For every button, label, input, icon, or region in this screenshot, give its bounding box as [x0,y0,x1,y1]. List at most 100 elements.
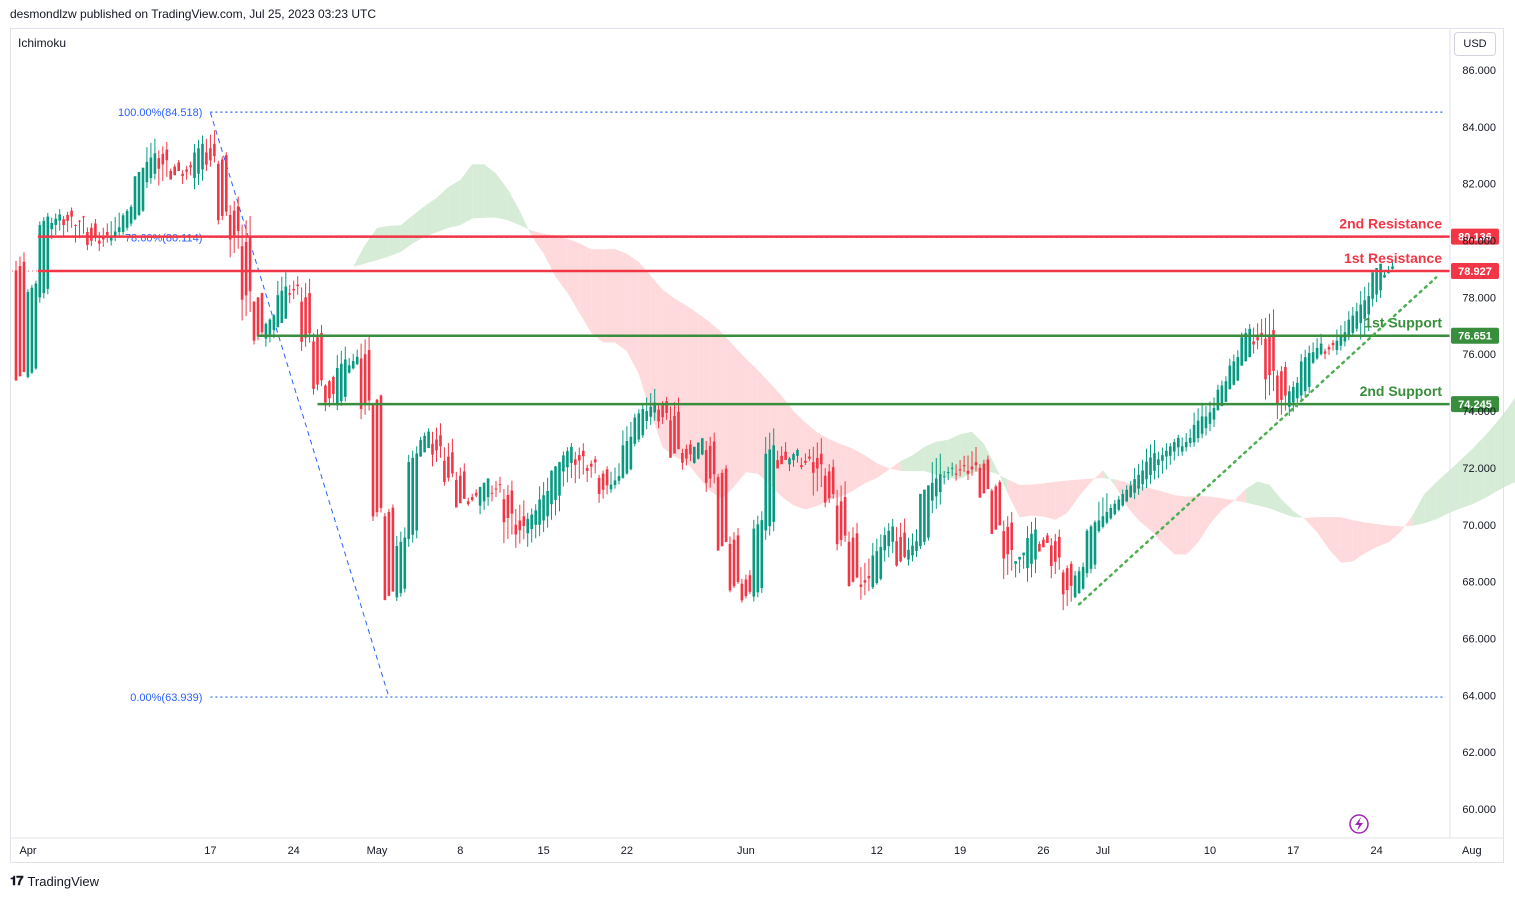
cloud-segment [757,370,770,485]
candle-body [633,417,637,444]
candle-body [351,361,355,369]
candle-body [153,153,157,174]
candle-body [332,376,335,395]
candle-body [94,223,97,237]
candle-body [221,159,224,216]
candle-body [839,501,843,540]
candle-body [859,584,863,587]
candle-body [181,173,184,176]
candle-body [1252,341,1255,345]
candle-body [387,511,391,596]
candle-body [994,486,998,530]
candle-body [534,510,537,525]
cloud-segment [924,441,937,475]
candle-body [1319,343,1323,355]
level-price-label: 76.651 [1458,331,1492,343]
candle-body [1379,263,1382,291]
footer-brand[interactable]: 𝟏𝟕 TradingView [10,873,99,889]
candle-body [927,485,930,538]
candle-body [1367,296,1370,315]
candle-body [570,446,573,463]
candle-body [542,495,545,521]
candle-body [1307,352,1311,387]
cloud-segment [496,173,508,221]
level-name-label: 1st Resistance [1344,250,1442,266]
indicator-label[interactable]: Ichimoku [18,36,67,50]
candle-body [863,580,867,583]
candle-body [1165,450,1168,457]
cloud-segment [1281,499,1294,518]
candle-body [669,420,672,458]
cloud-segment [638,262,651,413]
candle-body [490,492,494,494]
candle-body [455,480,458,508]
time-tick-label: 10 [1204,845,1216,857]
candle-body [1228,365,1232,390]
candle-body [990,490,994,534]
candle-body [1177,437,1180,448]
candle-body [1220,385,1224,407]
candle-body [578,455,581,461]
candle-body [66,214,69,221]
candle-body [328,381,331,399]
time-tick-label: 17 [1287,845,1299,857]
candle-body [1117,499,1121,510]
cloud-segment [591,249,604,343]
candle-body [1141,470,1144,485]
candle-body [1296,382,1299,399]
candle-body [1335,340,1339,350]
price-tick-label: 78.000 [1462,292,1496,304]
time-tick-label: 15 [537,845,549,857]
cloud-segment [1269,484,1282,513]
level-price-tag [1451,263,1499,280]
candle-body [681,453,684,463]
candle-body [292,288,295,291]
level-price-label: 80.136 [1458,232,1492,244]
candle-body [217,163,220,221]
candle-body [236,206,240,232]
candle-body [14,270,18,381]
candle-body [256,297,260,337]
level-price-tag [1451,327,1499,344]
candle-body [439,435,442,447]
cloud-segment [1186,495,1199,555]
candle-body [264,323,268,339]
candle-body [1022,552,1025,556]
currency-button[interactable]: USD [1454,32,1496,56]
cloud-segment [710,322,723,499]
candle-body [260,293,264,333]
candle-body [784,451,787,460]
candle-body [1081,567,1085,589]
candle-body [502,499,506,523]
candle-body [804,460,807,463]
candle-body [887,530,890,547]
candle-body [121,215,125,233]
candle-body [693,446,696,463]
candle-body [169,170,172,180]
candle-body [58,214,61,221]
cloud-segment [1376,524,1389,548]
candle-body [843,497,847,536]
cloud-segment [1329,516,1341,563]
cloud-segment [1091,470,1103,483]
candle-body [582,450,585,457]
candle-body [435,439,438,451]
candle-body [776,460,779,469]
candle-body [411,457,414,535]
time-tick-label: Apr [19,845,36,857]
candle-body [617,476,621,481]
candle-body [1002,531,1005,559]
candle-body [895,541,898,566]
fib-level-label: 78.60%(80.114) [125,232,202,244]
level-price-tag [1451,396,1499,413]
price-axis: 86.000 84.000 82.000 80.000 78.000 76.000 74.0… [1449,29,1496,838]
candle-body [613,480,617,485]
candle-body [308,293,311,334]
candle-body [1085,530,1089,574]
cloud-segment [912,446,925,472]
candle-body [950,467,954,469]
candle-body [34,283,38,369]
candle-body [823,475,827,503]
candle-body [137,171,141,215]
